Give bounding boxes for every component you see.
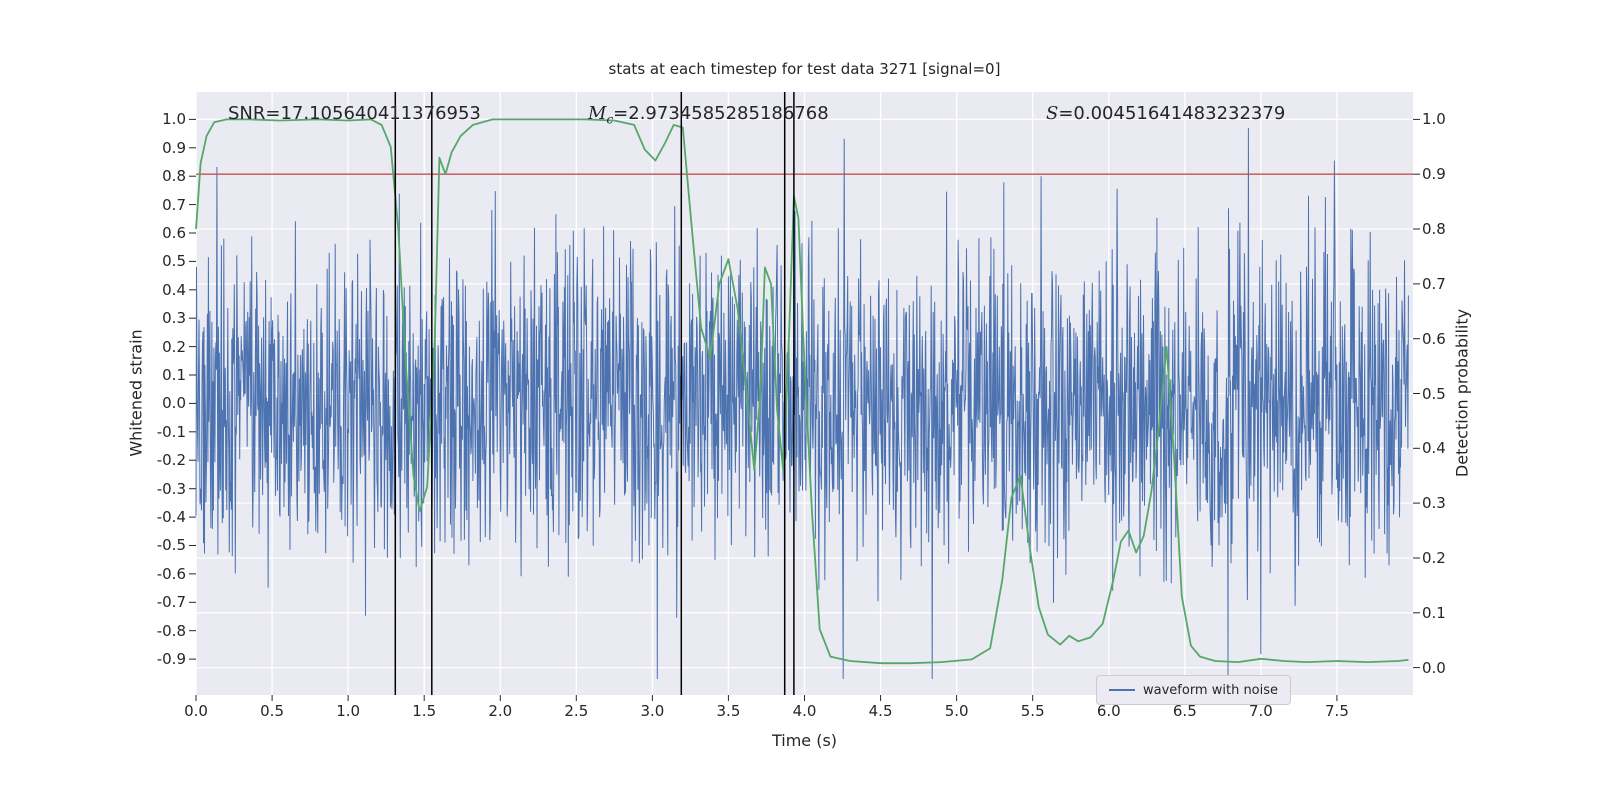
x-tick-label: 6.5	[1172, 702, 1197, 720]
x-tick-label: 1.0	[336, 702, 361, 720]
x-tick-label: 4.0	[792, 702, 817, 720]
x-tick-label: 4.5	[868, 702, 893, 720]
chirp-mass-value: =2.9734585285186768	[613, 103, 829, 124]
left-y-tick-label: 0.7	[162, 195, 186, 214]
left-y-tick-label: -0.4	[156, 508, 186, 527]
x-tick-label: 7.0	[1248, 702, 1273, 720]
chirp-mass-symbol: M	[588, 103, 607, 124]
right-y-tick-label: 0.4	[1422, 439, 1446, 458]
annotation-chirp-mass: Mc=2.9734585285186768	[588, 103, 829, 127]
left-y-tick-label: -0.7	[156, 593, 186, 612]
left-y-tick-label: -0.5	[156, 536, 186, 555]
right-y-tick-label: 0.3	[1422, 494, 1446, 513]
left-y-tick-label: 0.9	[162, 138, 186, 157]
right-y-tick-label: 0.0	[1422, 658, 1446, 677]
left-y-tick-label: 1.0	[162, 110, 186, 129]
x-tick-label: 2.5	[564, 702, 589, 720]
right-y-tick-label: 0.7	[1422, 274, 1446, 293]
legend-label: waveform with noise	[1143, 682, 1279, 698]
left-y-tick-label: 0.5	[162, 252, 186, 271]
x-tick-label: 3.0	[640, 702, 665, 720]
right-y-tick-label: 0.9	[1422, 165, 1446, 184]
right-y-tick-label: 1.0	[1422, 110, 1446, 129]
x-tick-label: 6.0	[1096, 702, 1121, 720]
x-tick-label: 1.5	[412, 702, 437, 720]
x-tick-label: 2.0	[488, 702, 513, 720]
legend: waveform with noise	[1096, 675, 1292, 705]
significance-symbol: S	[1046, 103, 1059, 124]
right-y-tick-label: 0.6	[1422, 329, 1446, 348]
left-y-tick-label: 0.3	[162, 309, 186, 328]
annotation-snr: SNR=17.105640411376953	[228, 103, 481, 124]
left-y-tick-label: 0.2	[162, 337, 186, 356]
left-y-tick-label: -0.2	[156, 451, 186, 470]
left-y-tick-label: -0.6	[156, 564, 186, 583]
left-y-tick-label: -0.1	[156, 422, 186, 441]
left-y-tick-label: 0.0	[162, 394, 186, 413]
left-y-tick-label: 0.8	[162, 167, 186, 186]
x-tick-label: 0.5	[260, 702, 284, 720]
right-y-tick-label: 0.8	[1422, 220, 1446, 239]
x-axis-label: Time (s)	[771, 731, 838, 750]
x-tick-label: 7.5	[1325, 702, 1349, 720]
x-tick-label: 5.0	[944, 702, 969, 720]
x-tick-label: 5.5	[1020, 702, 1045, 720]
legend-line-sample	[1109, 689, 1135, 691]
left-y-tick-label: 0.4	[162, 280, 186, 299]
x-tick-label: 0.0	[184, 702, 208, 720]
right-y-tick-label: 0.2	[1422, 548, 1446, 567]
chirp-mass-subscript: c	[606, 112, 614, 127]
x-tick-label: 3.5	[716, 702, 741, 720]
right-y-tick-label: 0.1	[1422, 603, 1446, 622]
left-y-tick-label: 0.6	[162, 224, 186, 243]
left-y-tick-label: -0.8	[156, 621, 186, 640]
chart-title: stats at each timestep for test data 327…	[608, 60, 1001, 78]
right-axis-label: Detection probability	[1452, 308, 1472, 478]
significance-value: =0.00451641483232379	[1058, 103, 1286, 124]
right-y-tick-label: 0.5	[1422, 384, 1446, 403]
left-y-tick-label: 0.1	[162, 366, 186, 385]
annotation-significance: S=0.00451641483232379	[1046, 103, 1285, 124]
left-y-tick-label: -0.3	[156, 479, 186, 498]
left-y-tick-label: -0.9	[156, 650, 186, 669]
